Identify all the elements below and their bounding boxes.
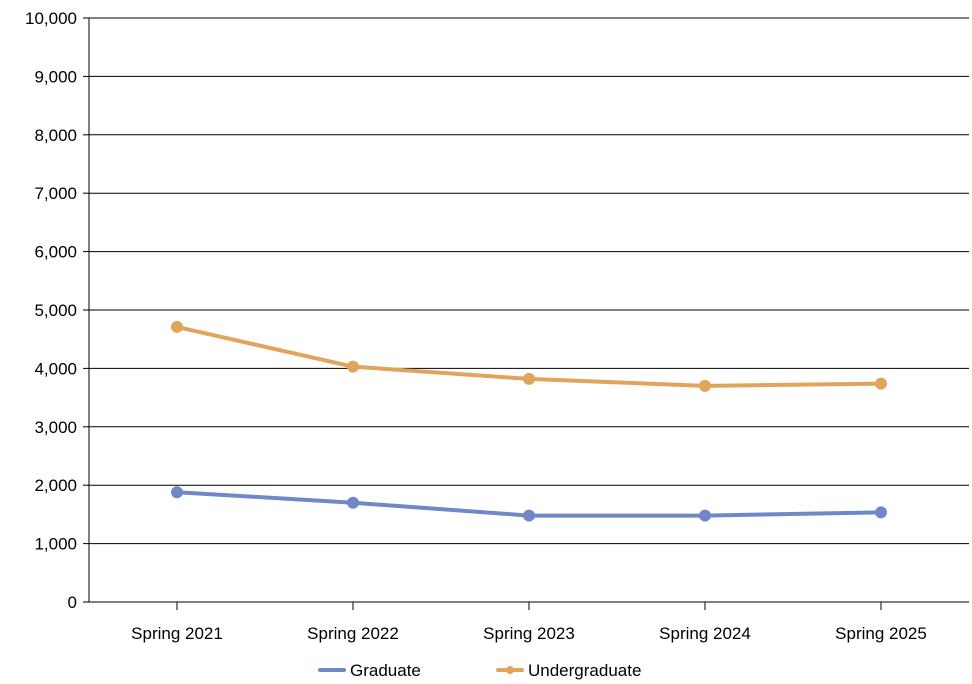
y-tick-label: 2,000: [34, 476, 77, 495]
y-tick-label: 0: [68, 593, 77, 612]
series-graduate: [171, 486, 887, 522]
data-point: [171, 486, 183, 499]
y-tick-label: 7,000: [34, 184, 77, 203]
y-tick-label: 10,000: [25, 9, 77, 28]
data-point: [523, 372, 535, 385]
data-point: [699, 509, 711, 522]
y-tick-label: 1,000: [34, 535, 77, 554]
legend-marker: [506, 666, 514, 674]
y-tick-label: 4,000: [34, 359, 77, 378]
legend-item-graduate: Graduate: [318, 661, 421, 680]
legend: Graduate Undergraduate: [318, 661, 641, 680]
y-tick-label: 8,000: [34, 126, 77, 145]
series-layer: [171, 320, 887, 522]
axes: 0 1,000 2,000 3,000 4,000 5,000 6,000 7,000 8,00…: [25, 9, 969, 643]
y-tick-label: 3,000: [34, 418, 77, 437]
gridlines: [89, 17, 969, 545]
x-tick-label: Spring 2024: [659, 624, 751, 643]
legend-label: Undergraduate: [528, 661, 641, 680]
x-tick-label: Spring 2023: [483, 624, 575, 643]
data-point: [875, 506, 887, 519]
data-point: [171, 320, 183, 333]
x-tick-label: Spring 2022: [307, 624, 399, 643]
x-tick-label: Spring 2025: [835, 624, 927, 643]
data-point: [699, 379, 711, 392]
series-undergraduate: [171, 320, 887, 392]
data-point: [347, 360, 359, 373]
y-tick-label: 9,000: [34, 67, 77, 86]
legend-label: Graduate: [350, 661, 421, 680]
legend-item-undergraduate: Undergraduate: [496, 661, 641, 680]
data-point: [875, 377, 887, 390]
x-tick-label: Spring 2021: [131, 624, 223, 643]
y-tick-label: 5,000: [34, 301, 77, 320]
data-point: [523, 509, 535, 522]
data-point: [347, 496, 359, 509]
y-tick-label: 6,000: [34, 243, 77, 262]
